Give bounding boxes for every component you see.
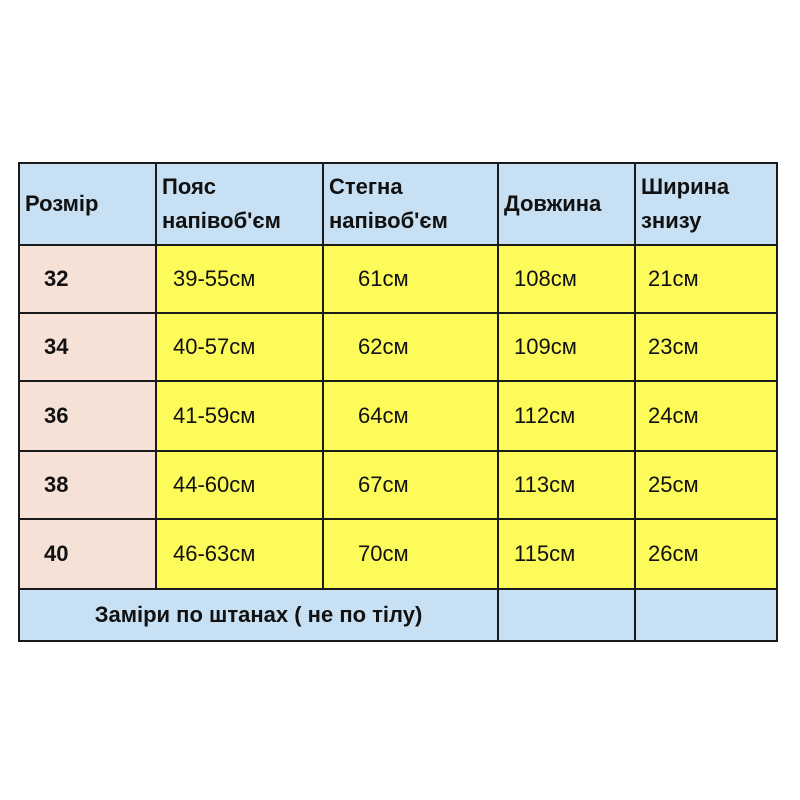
hips-cell: 62см <box>322 312 499 382</box>
bottom-width-cell: 25см <box>634 450 778 520</box>
header-hips-line2: напівоб'єм <box>329 208 448 233</box>
length-cell: 109см <box>497 312 636 382</box>
header-length-label: Довжина <box>504 191 602 216</box>
bottom-width-cell: 21см <box>634 244 778 314</box>
table-row: 40 46-63см 70см 115см 26см <box>18 518 778 590</box>
size-cell: 40 <box>18 518 157 590</box>
length-cell: 113см <box>497 450 636 520</box>
footer-empty-cell <box>497 588 636 642</box>
header-bottom-width: Ширина знизу <box>634 162 778 246</box>
header-hips-line1: Стегна <box>329 174 403 199</box>
header-waist-line2: напівоб'єм <box>162 208 281 233</box>
size-cell: 38 <box>18 450 157 520</box>
header-size-label: Розмір <box>25 191 99 216</box>
length-cell: 115см <box>497 518 636 590</box>
hips-cell: 70см <box>322 518 499 590</box>
bottom-width-cell: 23см <box>634 312 778 382</box>
length-cell: 108см <box>497 244 636 314</box>
bottom-width-cell: 26см <box>634 518 778 590</box>
footer-empty-cell <box>634 588 778 642</box>
size-cell: 36 <box>18 380 157 452</box>
hips-cell: 61см <box>322 244 499 314</box>
size-cell: 34 <box>18 312 157 382</box>
table-row: 34 40-57см 62см 109см 23см <box>18 312 778 382</box>
header-bottom-width-line2: знизу <box>641 208 702 233</box>
waist-cell: 44-60см <box>155 450 324 520</box>
waist-cell: 40-57см <box>155 312 324 382</box>
header-hips: Стегна напівоб'єм <box>322 162 499 246</box>
size-cell: 32 <box>18 244 157 314</box>
footer-row: Заміри по штанах ( не по тілу) <box>18 588 778 642</box>
table-row: 36 41-59см 64см 112см 24см <box>18 380 778 452</box>
header-bottom-width-line1: Ширина <box>641 174 730 199</box>
hips-cell: 64см <box>322 380 499 452</box>
header-row: Розмір Пояс напівоб'єм Стегна напівоб'єм Д… <box>18 162 778 246</box>
footer-note: Заміри по штанах ( не по тілу) <box>18 588 499 642</box>
waist-cell: 46-63см <box>155 518 324 590</box>
header-length: Довжина <box>497 162 636 246</box>
header-size: Розмір <box>18 162 157 246</box>
header-waist-line1: Пояс <box>162 174 217 199</box>
length-cell: 112см <box>497 380 636 452</box>
size-chart-table: Розмір Пояс напівоб'єм Стегна напівоб'єм Д… <box>18 162 778 642</box>
table-row: 32 39-55см 61см 108см 21см <box>18 244 778 314</box>
waist-cell: 39-55см <box>155 244 324 314</box>
table-row: 38 44-60см 67см 113см 25см <box>18 450 778 520</box>
hips-cell: 67см <box>322 450 499 520</box>
bottom-width-cell: 24см <box>634 380 778 452</box>
header-waist: Пояс напівоб'єм <box>155 162 324 246</box>
waist-cell: 41-59см <box>155 380 324 452</box>
